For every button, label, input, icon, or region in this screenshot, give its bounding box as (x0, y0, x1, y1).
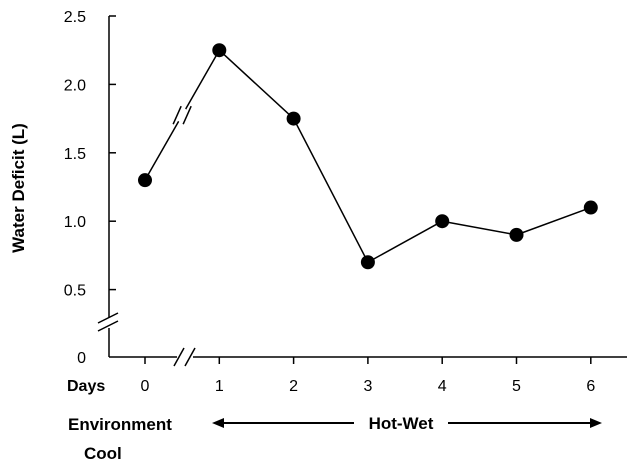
y-axis-title: Water Deficit (L) (9, 123, 28, 253)
series-markers (138, 43, 598, 270)
days-label: Days (67, 378, 105, 395)
hot-wet-label: Hot-Wet (369, 414, 434, 433)
hot-wet-arrow-right-head (590, 418, 602, 428)
data-point (509, 227, 524, 242)
series-segment (516, 206, 592, 236)
environment-label: Environment (68, 415, 172, 434)
y-tick-label: 2.0 (64, 77, 86, 94)
y-tick-label: 0.5 (64, 283, 86, 300)
line-break-slash (182, 105, 192, 125)
y-break-slash (97, 312, 119, 324)
x-tick-label: 1 (215, 378, 224, 395)
x-tick-label: 5 (512, 378, 521, 395)
y-tick-label: 0 (77, 350, 86, 367)
series-segment (218, 49, 295, 120)
cool-label: Cool (84, 444, 122, 462)
x-tick-label: 0 (141, 378, 150, 395)
y-tick-label: 1.0 (64, 214, 86, 231)
x-tick-label: 6 (586, 378, 595, 395)
y-tick-label: 1.5 (64, 146, 86, 163)
data-point (435, 214, 450, 229)
series-segment (367, 220, 443, 263)
data-point (286, 111, 301, 126)
x-axis-ticks: 0 1 2 3 4 5 6 (141, 357, 595, 395)
hot-wet-arrow-left-head (212, 418, 224, 428)
x-tick-label: 4 (438, 378, 447, 395)
data-point (360, 255, 375, 270)
line-break-gap (172, 105, 193, 126)
y-break-slash (97, 320, 119, 332)
x-break-slash (184, 347, 196, 367)
x-tick-label: 2 (289, 378, 298, 395)
x-tick-label: 3 (363, 378, 372, 395)
line-break-slash (172, 105, 182, 125)
series-line-break-mark (172, 105, 193, 126)
x-break-gap (177, 352, 193, 362)
data-point (138, 173, 152, 188)
series-line (144, 49, 592, 263)
x-axis-break-mark (173, 347, 196, 367)
y-tick-label: 2.5 (64, 9, 86, 26)
series-segment (442, 220, 517, 236)
data-point (583, 200, 598, 215)
y-axis-break-mark (97, 312, 119, 332)
y-axis-ticks: 0 0.5 1.0 1.5 2.0 2.5 (64, 9, 116, 367)
series-segment (292, 118, 369, 263)
x-break-slash (173, 347, 185, 367)
data-point (212, 43, 227, 58)
